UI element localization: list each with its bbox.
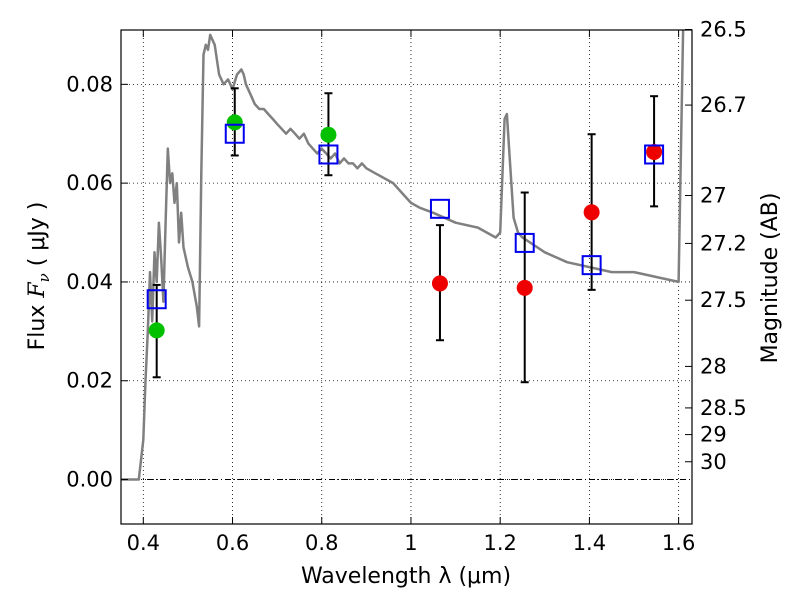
right-tick-label-0: 26.5 (700, 18, 747, 42)
data-point-1-1 (516, 279, 533, 296)
y-tick-label-1: 0.02 (66, 369, 113, 393)
data-point-1-3 (646, 144, 663, 161)
x-tick-label-1: 0.6 (216, 531, 249, 555)
data-point-0-0 (148, 322, 165, 339)
y-axis-label-subscript: ν (35, 273, 53, 282)
right-tick-labels: 26.5 26.7 27 27.2 27.5 28 28.5 29 30 (700, 18, 747, 474)
right-tick-label-6: 28.5 (700, 396, 747, 420)
y-axis-label-prefix: Flux (25, 298, 50, 351)
y-tick-label-3: 0.06 (66, 171, 113, 195)
y-axis-label: Flux Fν ( μJy ) (25, 202, 53, 351)
right-tick-label-4: 27.5 (700, 288, 747, 312)
x-tick-label-4: 1.2 (483, 531, 516, 555)
right-axis-label: Magnitude (AB) (758, 193, 783, 364)
right-tick-label-3: 27.2 (700, 231, 747, 255)
x-tick-label-3: 1 (404, 531, 417, 555)
model-spectrum-line (121, 29, 685, 481)
y-tick-label-2: 0.04 (66, 270, 113, 294)
data-square-2-1 (224, 123, 245, 144)
x-tick-label-5: 1.4 (573, 531, 606, 555)
y-axis-label-symbol: F (25, 282, 50, 299)
data-square-2-0 (146, 289, 167, 310)
x-tick-labels: 0.4 0.6 0.8 1 1.2 1.4 1.6 (127, 531, 696, 555)
right-tick-label-7: 29 (700, 423, 727, 447)
x-tick-label-2: 0.8 (305, 531, 338, 555)
data-square-2-4 (514, 232, 535, 253)
data-square-2-2 (318, 144, 339, 165)
y-tick-labels: 0.00 0.02 0.04 0.06 0.08 (66, 72, 113, 491)
x-tick-label-6: 1.6 (662, 531, 695, 555)
y-tick-label-0: 0.00 (66, 468, 113, 492)
data-point-0-1 (226, 114, 243, 131)
y-axis-label-suffix: ( μJy ) (25, 202, 50, 274)
data-point-1-0 (431, 275, 448, 292)
data-square-2-5 (581, 255, 602, 276)
right-tick-label-8: 30 (700, 450, 727, 474)
data-square-2-6 (644, 144, 665, 165)
data-markers (146, 114, 665, 339)
data-point-1-2 (583, 204, 600, 221)
data-square-2-3 (429, 198, 450, 219)
plot-frame (120, 29, 693, 525)
data-point-0-2 (320, 126, 337, 143)
right-tick-label-5: 28 (700, 354, 727, 378)
right-tick-label-2: 27 (700, 183, 727, 207)
right-tick-label-1: 26.7 (700, 93, 747, 117)
y-tick-label-4: 0.08 (66, 72, 113, 96)
x-axis-label: Wavelength λ (μm) (301, 564, 511, 589)
tick-marks (121, 29, 692, 524)
x-tick-label-0: 0.4 (127, 531, 160, 555)
